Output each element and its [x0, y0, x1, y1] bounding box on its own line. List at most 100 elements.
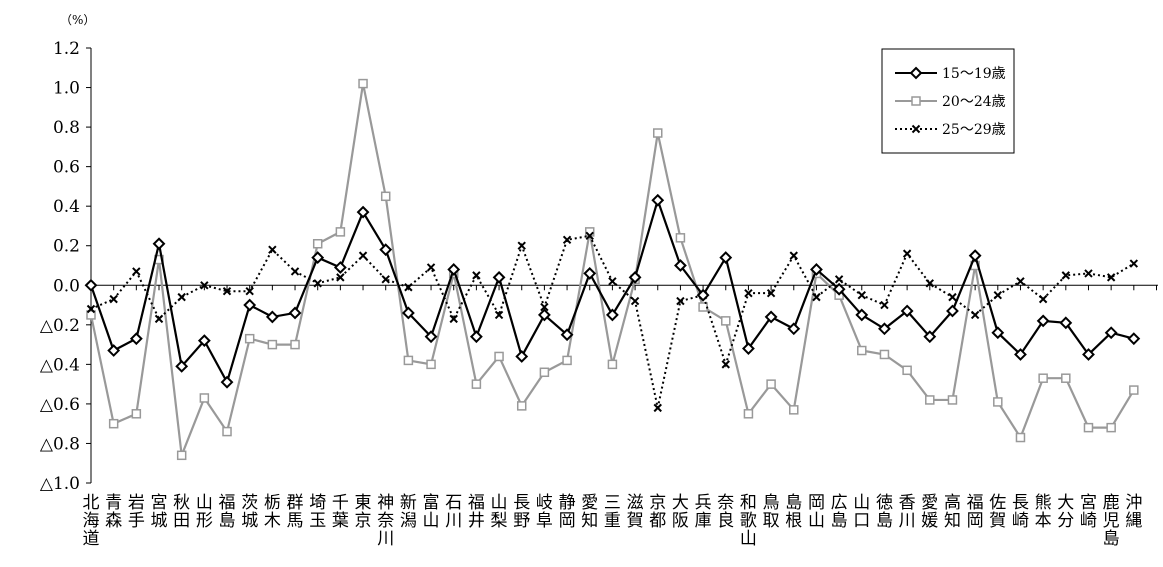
data-point: [562, 235, 572, 245]
x-tick-label: 島根: [785, 493, 802, 531]
series-layer: [84, 78, 1141, 461]
data-point: [832, 282, 846, 296]
data-point: [86, 304, 96, 314]
data-point: [743, 409, 754, 419]
y-tick-label: △0.2: [40, 316, 80, 336]
data-point: [1083, 422, 1094, 433]
x-tick-label: 富山: [423, 493, 440, 531]
x-tick-label: 福井: [468, 493, 485, 531]
x-tick-label: 茨城: [241, 493, 258, 531]
data-point: [742, 342, 755, 355]
x-tick-label: 沖縄: [1125, 493, 1142, 531]
x-tick-label: 鹿児島: [1103, 493, 1120, 549]
data-point: [540, 302, 549, 312]
data-point: [721, 360, 730, 369]
data-point: [911, 124, 921, 134]
data-point: [333, 261, 347, 274]
data-point: [449, 314, 458, 324]
x-tick-label: 長野: [513, 493, 530, 531]
data-point: [290, 339, 300, 350]
data-point: [1129, 385, 1139, 395]
x-tick-label: 兵庫: [695, 493, 712, 531]
y-tick-label: △0.6: [40, 395, 80, 415]
data-point: [380, 191, 391, 202]
x-tick-label: 福島: [219, 493, 236, 531]
data-point: [379, 243, 393, 257]
data-point: [1082, 348, 1095, 361]
data-point: [810, 263, 823, 276]
y-tick-label: △0.4: [40, 355, 80, 375]
data-point: [516, 401, 527, 411]
x-tick-label: 滋賀: [627, 493, 644, 531]
data-point: [131, 409, 142, 419]
data-point: [1015, 432, 1026, 443]
data-point: [197, 334, 211, 348]
data-point: [947, 395, 958, 405]
data-point: [991, 326, 1005, 340]
x-tick-label: 宮城: [151, 493, 168, 531]
x-tick-label: 山形: [196, 493, 213, 531]
data-point: [107, 344, 121, 357]
x-tick-label: 群馬: [287, 493, 304, 531]
data-point: [902, 365, 912, 376]
x-tick-label: 福岡: [967, 493, 984, 531]
data-point: [764, 310, 778, 324]
data-point: [537, 308, 551, 322]
x-tick-label: 新潟: [400, 493, 417, 531]
data-point: [129, 332, 143, 346]
data-point: [175, 359, 189, 373]
data-point: [857, 345, 867, 356]
data-point: [469, 330, 483, 344]
x-tick-label: 大分: [1057, 493, 1074, 531]
data-point: [651, 193, 665, 207]
data-point: [857, 290, 866, 300]
data-point: [766, 288, 776, 298]
x-tick-label: 広島: [831, 493, 848, 531]
legend-label: 20～24歳: [942, 94, 1006, 110]
data-point: [381, 275, 390, 284]
data-point: [1061, 271, 1071, 280]
data-point: [834, 275, 844, 284]
legend-item: 15～19歳: [895, 66, 1006, 82]
data-point: [1014, 348, 1027, 361]
data-point: [152, 237, 166, 251]
data-point: [628, 270, 642, 284]
y-tick-label: 0.6: [53, 158, 80, 178]
data-point: [911, 96, 921, 106]
legend: 15～19歳 20～24歳 25～29歳: [881, 48, 1015, 154]
x-tick-label: 東京: [355, 493, 372, 531]
data-point: [698, 302, 708, 312]
data-point: [404, 283, 413, 292]
x-tick-label: 静岡: [559, 493, 576, 531]
x-tick-label: 秋田: [173, 493, 190, 531]
x-tick-label: 大阪: [672, 493, 689, 531]
x-tick-label: 栃木: [264, 493, 281, 531]
data-point: [401, 306, 415, 320]
data-point: [1084, 269, 1093, 278]
data-point: [358, 78, 368, 89]
data-point: [1036, 314, 1050, 328]
data-point: [970, 310, 980, 320]
data-point: [311, 251, 325, 265]
data-point: [268, 245, 277, 254]
data-point: [517, 241, 526, 250]
data-point: [200, 281, 209, 290]
x-tick-label: 埼玉: [309, 493, 326, 531]
data-point: [608, 277, 617, 286]
data-point: [653, 403, 662, 413]
x-tick-label: 愛知: [581, 493, 598, 531]
y-tick-label: 0.2: [53, 237, 80, 257]
y-tick-label: 0.4: [53, 197, 80, 217]
data-point: [426, 359, 436, 370]
x-tick-label: 宮崎: [1080, 493, 1097, 531]
data-point: [447, 263, 461, 276]
y-tick-label: 1.2: [53, 39, 80, 59]
x-tick-label: 山口: [853, 493, 870, 531]
data-point: [607, 359, 618, 370]
legend-label: 25～29歳: [942, 122, 1006, 138]
data-point: [1061, 373, 1071, 383]
data-point: [993, 290, 1003, 300]
data-point: [721, 316, 731, 326]
